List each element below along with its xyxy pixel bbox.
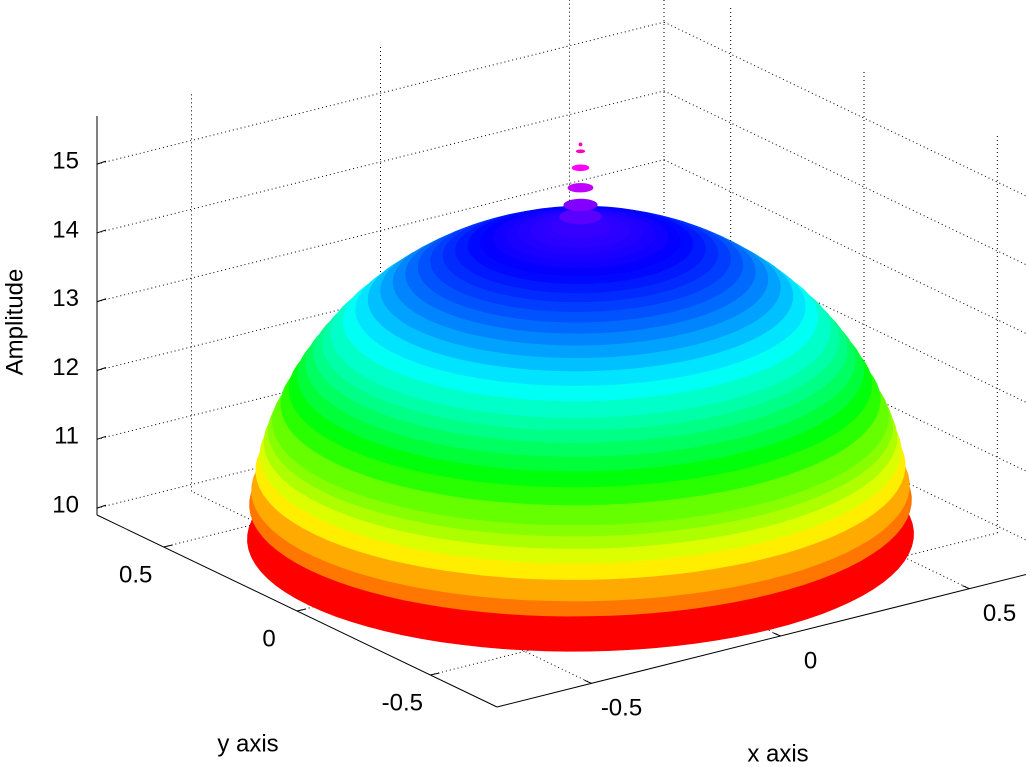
z-tick-label: 12 (52, 354, 79, 381)
surface-ring (575, 149, 586, 154)
z-tick (96, 298, 107, 303)
surface-ring (571, 164, 590, 172)
surface (247, 142, 914, 652)
y-tick (163, 544, 173, 548)
z-tick (96, 367, 107, 371)
surface-ring (563, 198, 598, 212)
grid-line (96, 159, 665, 303)
surface-ring (559, 209, 602, 225)
z-tick (96, 160, 107, 165)
grid-line (96, 90, 665, 234)
x-tick-label: 0.5 (983, 600, 1016, 627)
z-tick-label: 10 (52, 491, 79, 518)
z-tick-label: 11 (54, 423, 79, 450)
y-axis-label: y axis (217, 730, 278, 757)
y-tick-label: 0 (262, 625, 275, 652)
z-axis-label: Amplitude (1, 269, 28, 376)
z-tick (96, 229, 107, 234)
x-tick (584, 679, 592, 684)
y-tick-label: 0.5 (119, 561, 152, 588)
z-tick (96, 504, 107, 509)
axes: 10 11 12 13 14 15 -0.5 0 0.5 -0.5 0 0.5 (52, 115, 1026, 722)
z-tick-label: 15 (52, 147, 79, 174)
x-tick (773, 632, 781, 637)
x-tick (962, 585, 970, 590)
y-tick (296, 608, 307, 612)
z-tick-label: 14 (52, 216, 79, 243)
y-tick (430, 672, 440, 676)
y-tick-label: -0.5 (382, 689, 423, 716)
z-tick (96, 435, 107, 440)
surface-ring (567, 182, 594, 193)
x-axis-label: x axis (747, 740, 808, 767)
grid-line (96, 21, 665, 165)
x-tick-label: 0 (804, 647, 817, 674)
z-tick-label: 13 (52, 285, 79, 312)
surface-ring (578, 142, 583, 147)
x-tick-label: -0.5 (601, 695, 642, 722)
